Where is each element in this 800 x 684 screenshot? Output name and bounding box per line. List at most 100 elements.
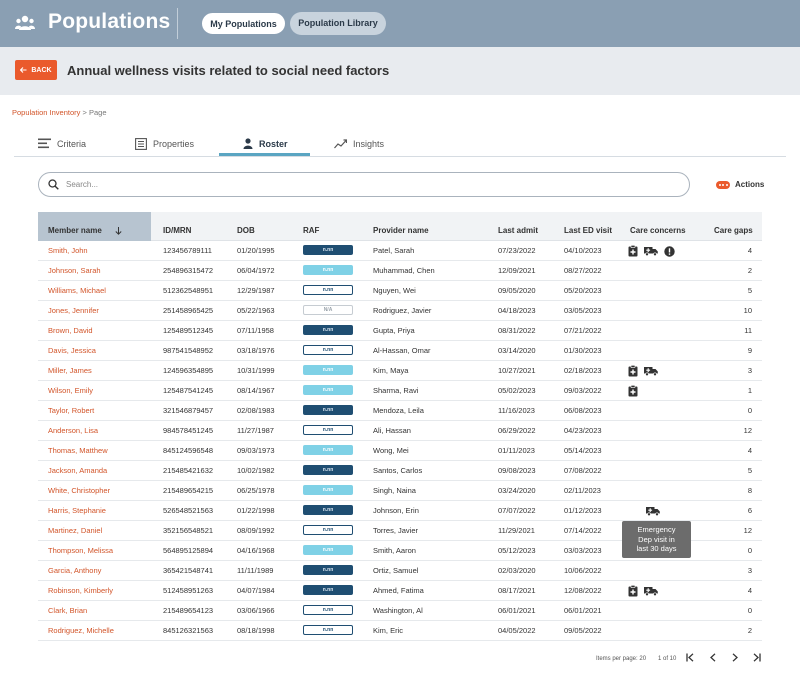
member-name-link[interactable]: Garcia, Anthony	[48, 566, 102, 575]
table-row[interactable]: Robinson, Kimberly 512458951263 04/07/1984…	[38, 581, 762, 601]
back-button[interactable]: BACK	[15, 60, 57, 80]
tab-properties[interactable]: Properties	[135, 131, 194, 156]
member-name-link[interactable]: Jackson, Amanda	[48, 466, 108, 475]
chevron-left-icon	[710, 653, 716, 662]
provider-name-cell: Mendoza, Leila	[373, 406, 424, 415]
dob-cell: 01/22/1998	[237, 506, 275, 515]
clipboard-plus-icon[interactable]	[628, 385, 638, 397]
table-row[interactable]: Miller, James 124596354895 10/31/1999 n.nn K…	[38, 361, 762, 381]
table-row[interactable]: Martinez, Daniel 352156548521 08/09/1992 n.…	[38, 521, 762, 541]
previous-page-button[interactable]	[710, 653, 716, 665]
last-ed-visit-cell: 09/05/2022	[564, 626, 602, 635]
table-row[interactable]: Anderson, Lisa 984578451245 11/27/1987 n.nn…	[38, 421, 762, 441]
member-name-link[interactable]: Wilson, Emily	[48, 386, 94, 395]
member-name-link[interactable]: White, Christopher	[48, 486, 111, 495]
raf-badge: n.nn	[303, 425, 353, 435]
actions-label: Actions	[735, 180, 765, 189]
clipboard-plus-icon[interactable]	[628, 585, 638, 597]
table-row[interactable]: Thomas, Matthew 845124596548 09/03/1973 n.n…	[38, 441, 762, 461]
column-provider-name[interactable]: Provider name	[373, 226, 429, 235]
breadcrumb-population-inventory[interactable]: Population Inventory	[12, 108, 81, 117]
search-input[interactable]	[66, 176, 666, 193]
tab-insights[interactable]: Insights	[334, 131, 384, 156]
ambulance-icon[interactable]	[644, 366, 658, 376]
last-admit-cell: 08/31/2022	[498, 326, 536, 335]
table-row[interactable]: Thompson, Melissa 564895125894 04/16/1968 n…	[38, 541, 762, 561]
provider-name-cell: Singh, Naina	[373, 486, 416, 495]
column-care-gaps[interactable]: Care gaps	[714, 226, 753, 235]
column-last-ed-visit[interactable]: Last ED visit	[564, 226, 613, 235]
table-row[interactable]: Garcia, Anthony 365421548741 11/11/1989 n.n…	[38, 561, 762, 581]
table-row[interactable]: Clark, Brian 215489654123 03/06/1966 n.nn Wa…	[38, 601, 762, 621]
column-care-concerns[interactable]: Care concerns	[630, 226, 686, 235]
last-ed-visit-cell: 04/10/2023	[564, 246, 602, 255]
member-name-link[interactable]: Thompson, Melissa	[48, 546, 114, 555]
column-raf[interactable]: RAF	[303, 226, 320, 235]
table-row[interactable]: Jones, Jennifer 251458965425 05/22/1963 N/A…	[38, 301, 762, 321]
table-row[interactable]: Smith, John 123456789111 01/20/1995 n.nn Pat…	[38, 241, 762, 261]
member-name-link[interactable]: Rodriguez, Michelle	[48, 626, 114, 635]
next-page-button[interactable]	[732, 653, 738, 665]
ambulance-icon[interactable]	[644, 586, 658, 596]
last-ed-visit-cell: 08/27/2022	[564, 266, 602, 275]
tab-roster[interactable]: Roster	[243, 131, 288, 156]
table-row[interactable]: Johnson, Sarah 254896315472 06/04/1972 n.nn…	[38, 261, 762, 281]
member-name-link[interactable]: Thomas, Matthew	[48, 446, 108, 455]
actions-button[interactable]: Actions	[716, 180, 764, 189]
items-per-page[interactable]: Items per page: 20	[596, 656, 647, 662]
member-name-link[interactable]: Robinson, Kimberly	[48, 586, 114, 595]
member-name-link[interactable]: Taylor, Robert	[48, 406, 95, 415]
tab-criteria[interactable]: Criteria	[38, 131, 86, 156]
care-gaps-cell: 11	[744, 326, 752, 335]
table-row[interactable]: White, Christopher 215489654215 06/25/1978…	[38, 481, 762, 501]
table-row[interactable]: Taylor, Robert 321546879457 02/08/1983 n.nn…	[38, 401, 762, 421]
care-gaps-cell: 8	[747, 486, 752, 495]
column-member-name[interactable]: Member name	[38, 212, 151, 241]
provider-name-cell: Rodriguez, Javier	[373, 306, 432, 315]
member-name-link[interactable]: Martinez, Daniel	[48, 526, 103, 535]
column-last-admit[interactable]: Last admit	[498, 226, 539, 235]
last-ed-visit-cell: 06/01/2021	[564, 606, 602, 615]
table-row[interactable]: Harris, Stephanie 526548521563 01/22/1998 n…	[38, 501, 762, 521]
alert-icon[interactable]	[664, 245, 675, 257]
dob-cell: 03/06/1966	[237, 606, 275, 615]
table-row[interactable]: Brown, David 125489512345 07/11/1958 n.nn Gu…	[38, 321, 762, 341]
table-body: Smith, John 123456789111 01/20/1995 n.nn Pat…	[38, 241, 762, 641]
column-dob[interactable]: DOB	[237, 226, 255, 235]
provider-name-cell: Johnson, Erin	[373, 506, 419, 515]
member-name-link[interactable]: Brown, David	[48, 326, 93, 335]
member-name-link[interactable]: Davis, Jessica	[48, 346, 96, 355]
my-populations-tab[interactable]: My Populations	[201, 12, 286, 35]
member-name-link[interactable]: Jones, Jennifer	[48, 306, 99, 315]
id-mrn-cell: 125489512345	[163, 326, 214, 335]
member-name-link[interactable]: Clark, Brian	[48, 606, 88, 615]
member-name-link[interactable]: Williams, Michael	[48, 286, 106, 295]
last-admit-cell: 03/24/2020	[498, 486, 536, 495]
table-row[interactable]: Rodriguez, Michelle 845126321563 08/18/199…	[38, 621, 762, 641]
search-bar[interactable]	[38, 172, 690, 197]
last-ed-visit-cell: 02/11/2023	[564, 486, 601, 495]
care-concerns-cell	[628, 364, 658, 378]
clipboard-plus-icon[interactable]	[628, 365, 638, 377]
dob-cell: 02/08/1983	[237, 406, 275, 415]
member-name-link[interactable]: Johnson, Sarah	[48, 266, 101, 275]
column-id-mrn[interactable]: ID/MRN	[163, 226, 192, 235]
member-name-link[interactable]: Anderson, Lisa	[48, 426, 99, 435]
population-library-tab[interactable]: Population Library	[290, 12, 386, 35]
member-name-link[interactable]: Harris, Stephanie	[48, 506, 106, 515]
last-admit-cell: 01/11/2023	[498, 446, 535, 455]
table-row[interactable]: Wilson, Emily 125487541245 08/14/1967 n.nn S…	[38, 381, 762, 401]
ambulance-icon[interactable]	[646, 506, 660, 516]
last-page-button[interactable]	[753, 653, 761, 665]
ambulance-icon[interactable]	[644, 246, 658, 256]
clipboard-plus-icon[interactable]	[628, 245, 638, 257]
member-name-link[interactable]: Smith, John	[48, 246, 88, 255]
table-row[interactable]: Jackson, Amanda 215485421632 10/02/1982 n.n…	[38, 461, 762, 481]
first-page-button[interactable]	[686, 653, 694, 665]
table-row[interactable]: Davis, Jessica 987541548952 03/18/1976 n.nn…	[38, 341, 762, 361]
last-admit-cell: 07/23/2022	[498, 246, 536, 255]
care-gaps-cell: 0	[747, 406, 752, 415]
table-row[interactable]: Williams, Michael 512362548951 12/29/1987 n…	[38, 281, 762, 301]
person-icon	[243, 138, 253, 149]
member-name-link[interactable]: Miller, James	[48, 366, 92, 375]
